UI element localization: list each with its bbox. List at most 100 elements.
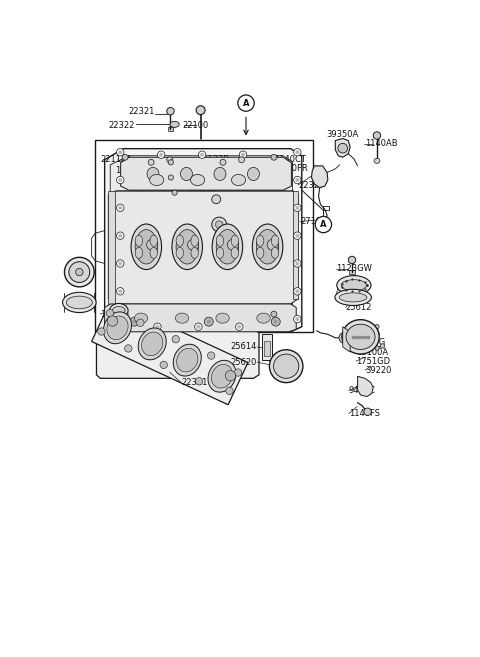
Circle shape [122,311,128,317]
Text: 22114A: 22114A [100,155,132,164]
Text: 22100: 22100 [183,121,209,130]
Circle shape [296,206,299,210]
Polygon shape [108,191,298,304]
Ellipse shape [341,280,367,291]
Ellipse shape [62,292,96,313]
Text: 25612: 25612 [346,303,372,312]
Text: 1571TA: 1571TA [109,238,141,247]
Circle shape [125,345,132,352]
Circle shape [97,328,105,335]
Circle shape [380,344,385,348]
Ellipse shape [257,313,270,323]
Circle shape [220,160,226,166]
Ellipse shape [191,235,198,246]
Text: 1140CT: 1140CT [274,155,306,164]
Circle shape [198,151,206,158]
Ellipse shape [170,122,179,127]
Ellipse shape [104,312,132,344]
Text: 1140FR: 1140FR [276,164,308,173]
Circle shape [348,256,356,263]
Text: 22125A: 22125A [236,287,267,296]
Polygon shape [108,191,115,304]
Circle shape [373,132,381,139]
Text: 25620: 25620 [231,357,257,367]
Circle shape [315,216,332,233]
Ellipse shape [211,365,233,388]
Text: 39350A: 39350A [326,130,359,139]
Circle shape [294,288,301,295]
Text: 22:44: 22:44 [71,265,94,275]
Ellipse shape [216,313,229,323]
Bar [168,127,173,131]
Text: 22133: 22133 [190,210,216,218]
Ellipse shape [214,168,226,181]
Ellipse shape [172,224,203,269]
Circle shape [375,325,379,329]
Text: 1351GA: 1351GA [186,185,220,194]
Circle shape [195,378,203,385]
Circle shape [168,175,173,180]
Ellipse shape [191,175,204,185]
Circle shape [172,190,177,195]
Ellipse shape [176,229,198,264]
Circle shape [160,361,168,369]
Ellipse shape [274,354,299,378]
Ellipse shape [176,247,183,258]
Circle shape [76,269,83,276]
Ellipse shape [335,289,372,306]
Circle shape [119,317,122,321]
Circle shape [207,320,211,323]
Ellipse shape [131,224,162,269]
Circle shape [296,234,299,238]
Circle shape [200,153,204,156]
Polygon shape [96,329,259,378]
Circle shape [364,408,372,415]
Polygon shape [292,191,298,299]
Ellipse shape [109,304,128,317]
Circle shape [296,150,299,154]
Circle shape [119,290,122,293]
Text: 1751GD: 1751GD [356,357,390,366]
Ellipse shape [150,235,157,246]
Polygon shape [105,304,296,332]
Text: 25611: 25611 [336,293,362,302]
Text: 22122B: 22122B [181,175,213,185]
Ellipse shape [135,247,143,258]
Circle shape [274,320,277,323]
Text: 1151CD: 1151CD [108,214,142,223]
Circle shape [196,325,200,328]
Circle shape [204,317,213,326]
Circle shape [375,346,379,350]
Ellipse shape [138,328,166,360]
Circle shape [271,154,277,160]
Circle shape [296,317,299,321]
Circle shape [130,317,139,326]
Ellipse shape [150,175,164,185]
Text: 22125C: 22125C [259,270,291,279]
Circle shape [238,95,254,111]
Ellipse shape [339,293,367,302]
Text: 22122B: 22122B [198,155,230,164]
Text: 22311: 22311 [181,378,207,387]
Ellipse shape [134,313,148,323]
Ellipse shape [346,324,375,350]
Ellipse shape [208,360,236,392]
Ellipse shape [216,229,239,264]
Text: 13100A: 13100A [356,348,388,357]
Circle shape [159,153,163,156]
Text: 1573GF: 1573GF [257,244,290,253]
Circle shape [119,150,122,154]
Text: 1360GG: 1360GG [351,338,385,348]
Ellipse shape [191,247,198,258]
Circle shape [106,309,114,317]
Text: 1123GW: 1123GW [336,264,372,273]
Ellipse shape [256,229,279,264]
Circle shape [122,154,128,160]
Circle shape [212,217,227,232]
Text: 22113A: 22113A [181,307,213,316]
Polygon shape [343,327,350,352]
Circle shape [212,195,221,204]
Ellipse shape [271,247,279,258]
Circle shape [216,221,223,228]
Polygon shape [105,148,302,332]
